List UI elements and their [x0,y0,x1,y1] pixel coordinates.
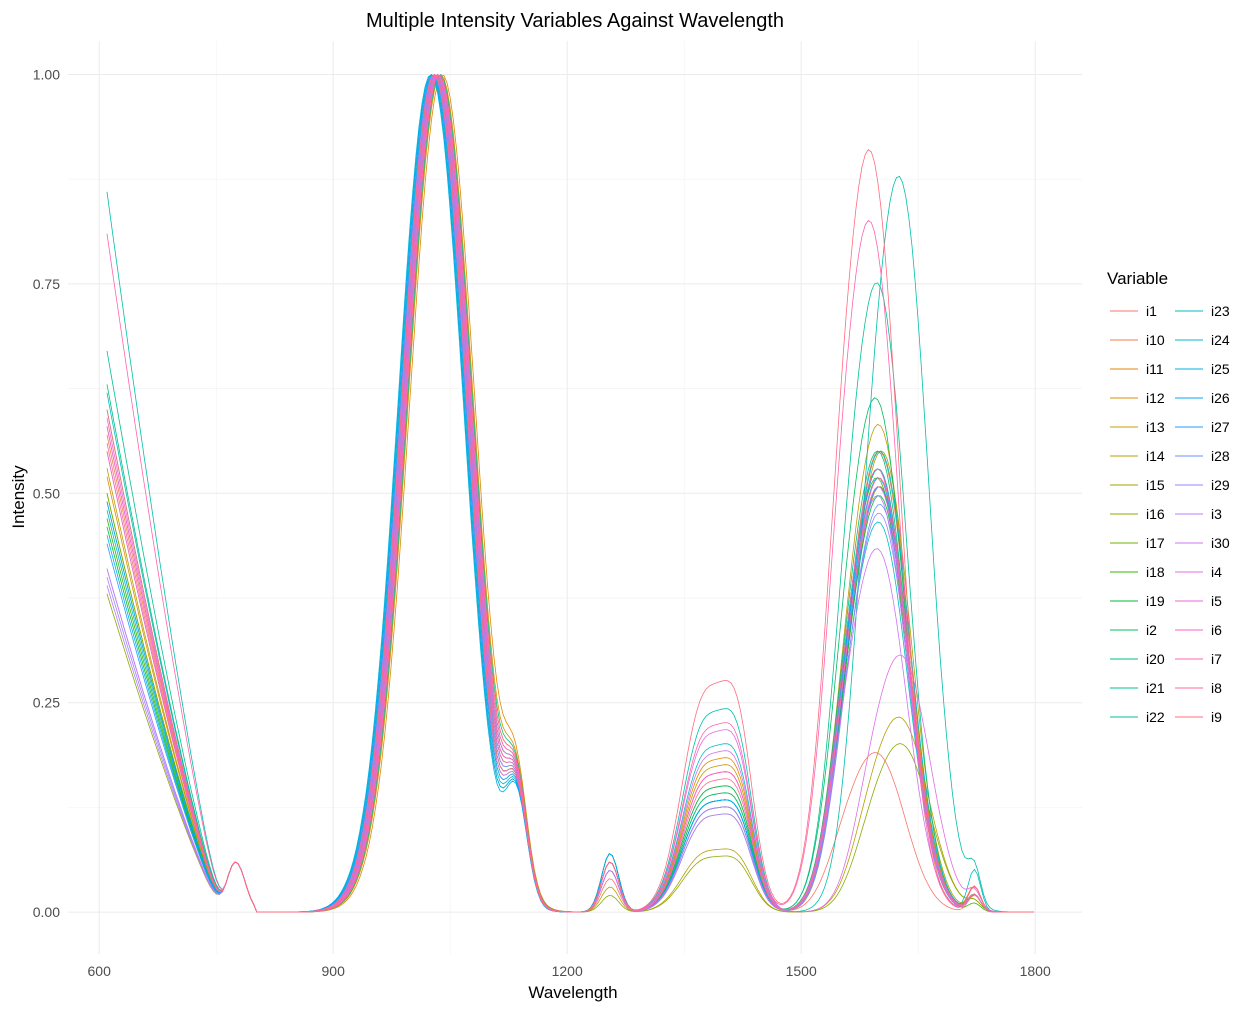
tick-labels: 600 900 1200 1500 1800 0.00 0.25 0.50 0.75 1.00 [33,67,1051,979]
legend-label-i22: i22 [1146,709,1165,725]
x-tick-label: 1200 [552,963,583,979]
x-tick-label: 1800 [1020,963,1051,979]
legend-label-i4: i4 [1211,564,1222,580]
legend-label-i27: i27 [1211,419,1230,435]
legend-label-i17: i17 [1146,535,1165,551]
legend-title: Variable [1107,269,1168,288]
legend-label-i23: i23 [1211,303,1230,319]
legend-label-i9: i9 [1211,709,1222,725]
legend-label-i12: i12 [1146,390,1165,406]
legend-label-i30: i30 [1211,535,1230,551]
legend-label-i1: i1 [1146,303,1157,319]
y-tick-label: 0.50 [33,485,60,501]
legend-label-i5: i5 [1211,593,1222,609]
legend-label-i26: i26 [1211,390,1230,406]
y-axis-title: Intensity [9,465,28,529]
legend-label-i11: i11 [1146,361,1164,377]
legend-label-i2: i2 [1146,622,1157,638]
series-lines [106,73,1034,913]
legend-label-i6: i6 [1211,622,1222,638]
legend-label-i13: i13 [1146,419,1165,435]
legend: Variable i1i10i11i12i13i14i15i16i17i18i1… [1107,269,1230,725]
legend-label-i29: i29 [1211,477,1230,493]
y-tick-label: 0.00 [33,904,60,920]
legend-label-i19: i19 [1146,593,1165,609]
legend-label-i20: i20 [1146,651,1165,667]
legend-label-i10: i10 [1146,332,1165,348]
x-tick-label: 900 [322,963,346,979]
y-tick-label: 0.75 [33,276,60,292]
series-line-i9 [106,73,1034,913]
legend-label-i16: i16 [1146,506,1165,522]
legend-label-i7: i7 [1211,651,1222,667]
legend-label-i28: i28 [1211,448,1230,464]
legend-label-i18: i18 [1146,564,1165,580]
x-tick-label: 1500 [786,963,817,979]
x-tick-label: 600 [88,963,112,979]
legend-label-i8: i8 [1211,680,1222,696]
legend-label-i21: i21 [1146,680,1165,696]
chart-title: Multiple Intensity Variables Against Wav… [366,10,784,32]
y-tick-label: 1.00 [33,67,60,83]
legend-label-i15: i15 [1146,477,1165,493]
legend-label-i14: i14 [1146,448,1165,464]
legend-label-i24: i24 [1211,332,1230,348]
y-tick-label: 0.25 [33,695,60,711]
legend-items: i1 i10 i11 i12 i13 i14 i15 i16 i17 i18 i19 i2 i20 i21… [1110,303,1230,725]
x-axis-title: Wavelength [528,983,617,1002]
legend-label-i3: i3 [1211,506,1222,522]
legend-label-i25: i25 [1211,361,1230,377]
